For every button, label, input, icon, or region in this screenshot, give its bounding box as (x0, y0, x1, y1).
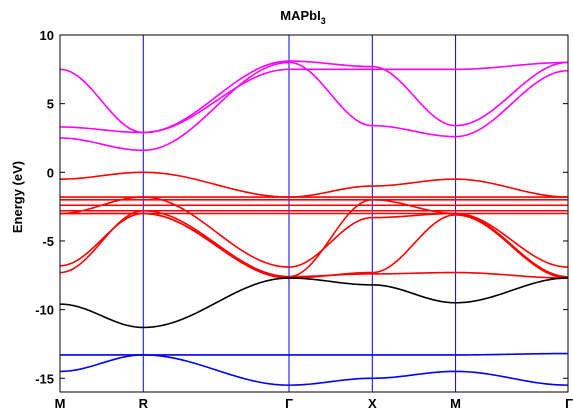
band-line-deep (59, 277, 569, 329)
y-tick-label: 5 (47, 97, 54, 112)
y-tick-label: -15 (35, 371, 54, 386)
x-tick-label: M (450, 396, 461, 410)
y-axis-ticks: 10 5 0 -5 -10 -15 (35, 28, 568, 386)
band-line-low (60, 352, 569, 356)
y-tick-label: -5 (42, 234, 54, 249)
chart-title: MAPbI3 (280, 8, 325, 26)
y-tick-label: 0 (47, 165, 54, 180)
band-line-upper (59, 60, 569, 134)
band-line-low (59, 354, 569, 386)
band-line-mid (59, 196, 569, 268)
y-axis-title: Energy (eV) (10, 161, 25, 233)
plot-frame (59, 34, 569, 393)
band-lines (59, 60, 569, 386)
x-tick-label: M (55, 396, 66, 410)
band-line-mid (60, 212, 569, 279)
y-tick-label: -10 (35, 303, 54, 318)
band-line-mid (59, 198, 569, 278)
x-tick-label: X (368, 396, 377, 410)
x-tick-label: R (139, 396, 149, 410)
band-line-upper (59, 61, 569, 152)
band-line-mid (59, 212, 569, 279)
band-line-upper (59, 61, 569, 134)
x-tick-label: Γ (565, 396, 573, 410)
y-tick-label: 10 (40, 28, 54, 43)
x-tick-label: Γ (285, 396, 293, 410)
chart-title-subscript: 3 (321, 16, 326, 26)
band-line-mid (59, 171, 569, 198)
chart-title-main: MAPbI (280, 8, 320, 23)
